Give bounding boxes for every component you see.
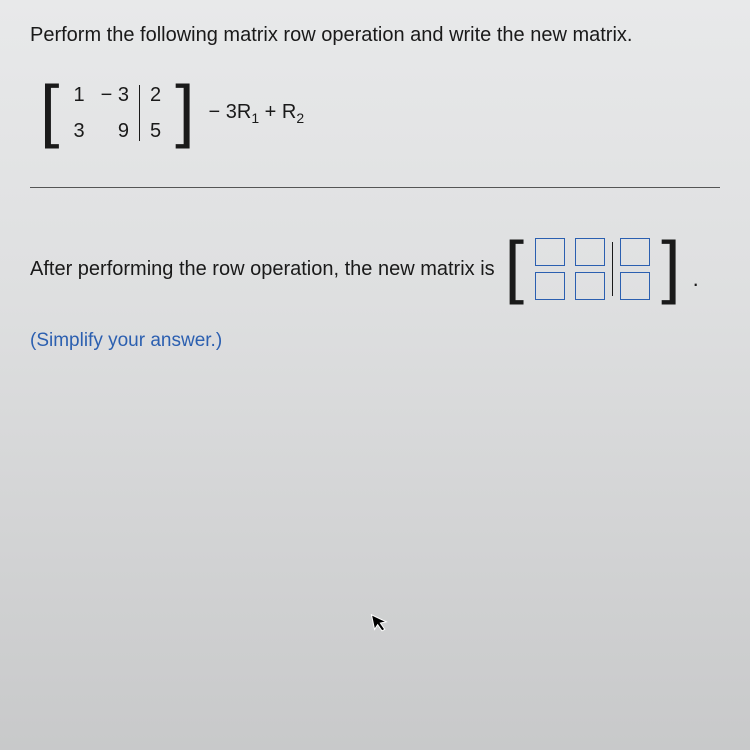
matrix-col-1: 1 3 xyxy=(65,81,92,145)
simplify-hint: (Simplify your answer.) xyxy=(30,330,720,352)
cell-2-1: 3 xyxy=(73,117,84,145)
op-sub1: 1 xyxy=(251,110,259,126)
answer-input-1-2[interactable] xyxy=(575,238,605,266)
answer-col-1 xyxy=(530,238,570,300)
op-prefix: − 3R xyxy=(209,101,252,123)
right-bracket: ] xyxy=(175,72,194,148)
cell-2-2: 9 xyxy=(118,117,129,145)
augmented-matrix: [ 1 3 − 3 9 2 5 ] xyxy=(40,75,195,151)
answer-input-2-3[interactable] xyxy=(620,272,650,300)
sentence-period: . xyxy=(693,266,699,306)
op-mid: + R xyxy=(259,101,296,123)
cell-1-3: 2 xyxy=(150,81,161,109)
answer-input-1-3[interactable] xyxy=(620,238,650,266)
answer-body xyxy=(524,232,661,306)
answer-input-2-1[interactable] xyxy=(535,272,565,300)
cell-1-2: − 3 xyxy=(101,81,129,109)
answer-input-2-2[interactable] xyxy=(575,272,605,300)
answer-line: After performing the row operation, the … xyxy=(30,232,720,306)
row-operation: − 3R1 + R2 xyxy=(209,101,305,126)
answer-matrix: [ ] xyxy=(505,232,681,306)
cell-2-3: 5 xyxy=(150,117,161,145)
left-bracket: [ xyxy=(40,72,59,148)
answer-augment-divider xyxy=(612,242,613,296)
answer-input-1-1[interactable] xyxy=(535,238,565,266)
op-sub2: 2 xyxy=(296,110,304,126)
answer-label: After performing the row operation, the … xyxy=(30,258,495,281)
matrix-expression: [ 1 3 − 3 9 2 5 ] − 3R1 + R2 xyxy=(40,75,720,151)
matrix-col-2: − 3 9 xyxy=(93,81,137,145)
question-text: Perform the following matrix row operati… xyxy=(30,24,720,47)
answer-col-2 xyxy=(570,238,610,300)
mouse-cursor-icon xyxy=(369,610,392,641)
section-divider xyxy=(30,187,720,188)
answer-right-bracket: ] xyxy=(661,229,680,303)
answer-left-bracket: [ xyxy=(505,229,524,303)
matrix-body: 1 3 − 3 9 2 5 xyxy=(59,75,175,151)
cell-1-1: 1 xyxy=(73,81,84,109)
answer-col-3 xyxy=(615,238,655,300)
matrix-col-3: 2 5 xyxy=(142,81,169,145)
augment-divider xyxy=(139,85,140,141)
